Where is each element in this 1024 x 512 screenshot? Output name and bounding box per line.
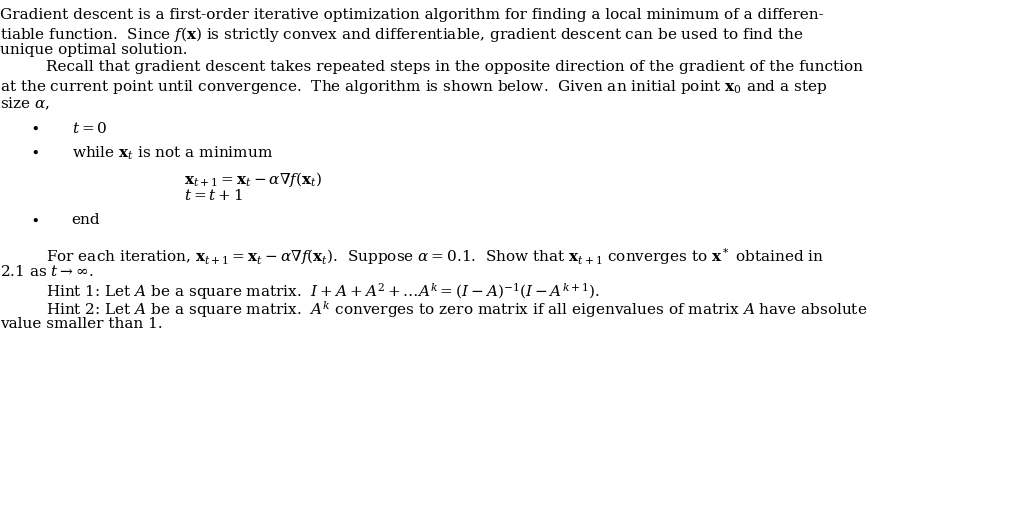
Text: Hint 2: Let $A$ be a square matrix.  $A^k$ converges to zero matrix if all eigen: Hint 2: Let $A$ be a square matrix. $A^k… [46, 299, 867, 320]
Text: Hint 1: Let $A$ be a square matrix.  $I + A + A^2 + \ldots A^k = (I - A)^{-1}(I : Hint 1: Let $A$ be a square matrix. $I +… [46, 282, 600, 303]
Text: $\bullet$: $\bullet$ [31, 213, 39, 227]
Text: at the current point until convergence.  The algorithm is shown below.  Given an: at the current point until convergence. … [0, 78, 827, 96]
Text: $\bullet$: $\bullet$ [31, 144, 39, 159]
Text: Recall that gradient descent takes repeated steps in the opposite direction of t: Recall that gradient descent takes repea… [46, 60, 863, 75]
Text: $t = t + 1$: $t = t + 1$ [184, 187, 244, 203]
Text: size $\alpha$,: size $\alpha$, [0, 96, 50, 112]
Text: while $\mathbf{x}_t$ is not a minimum: while $\mathbf{x}_t$ is not a minimum [72, 144, 272, 162]
Text: $\mathbf{x}_{t+1} = \mathbf{x}_t - \alpha \nabla f(\mathbf{x}_t)$: $\mathbf{x}_{t+1} = \mathbf{x}_t - \alph… [184, 170, 323, 189]
Text: $\bullet$: $\bullet$ [31, 121, 39, 135]
Text: Gradient descent is a first-order iterative optimization algorithm for finding a: Gradient descent is a first-order iterat… [0, 8, 823, 22]
Text: For each iteration, $\mathbf{x}_{t+1} = \mathbf{x}_t - \alpha \nabla f(\mathbf{x: For each iteration, $\mathbf{x}_{t+1} = … [46, 246, 824, 267]
Text: end: end [72, 213, 100, 227]
Text: $t = 0$: $t = 0$ [72, 121, 108, 136]
Text: value smaller than 1.: value smaller than 1. [0, 316, 163, 331]
Text: tiable function.  Since $f(\mathbf{x})$ is strictly convex and differentiable, g: tiable function. Since $f(\mathbf{x})$ i… [0, 26, 804, 45]
Text: 2.1 as $t \to \infty$.: 2.1 as $t \to \infty$. [0, 264, 93, 279]
Text: unique optimal solution.: unique optimal solution. [0, 43, 187, 57]
